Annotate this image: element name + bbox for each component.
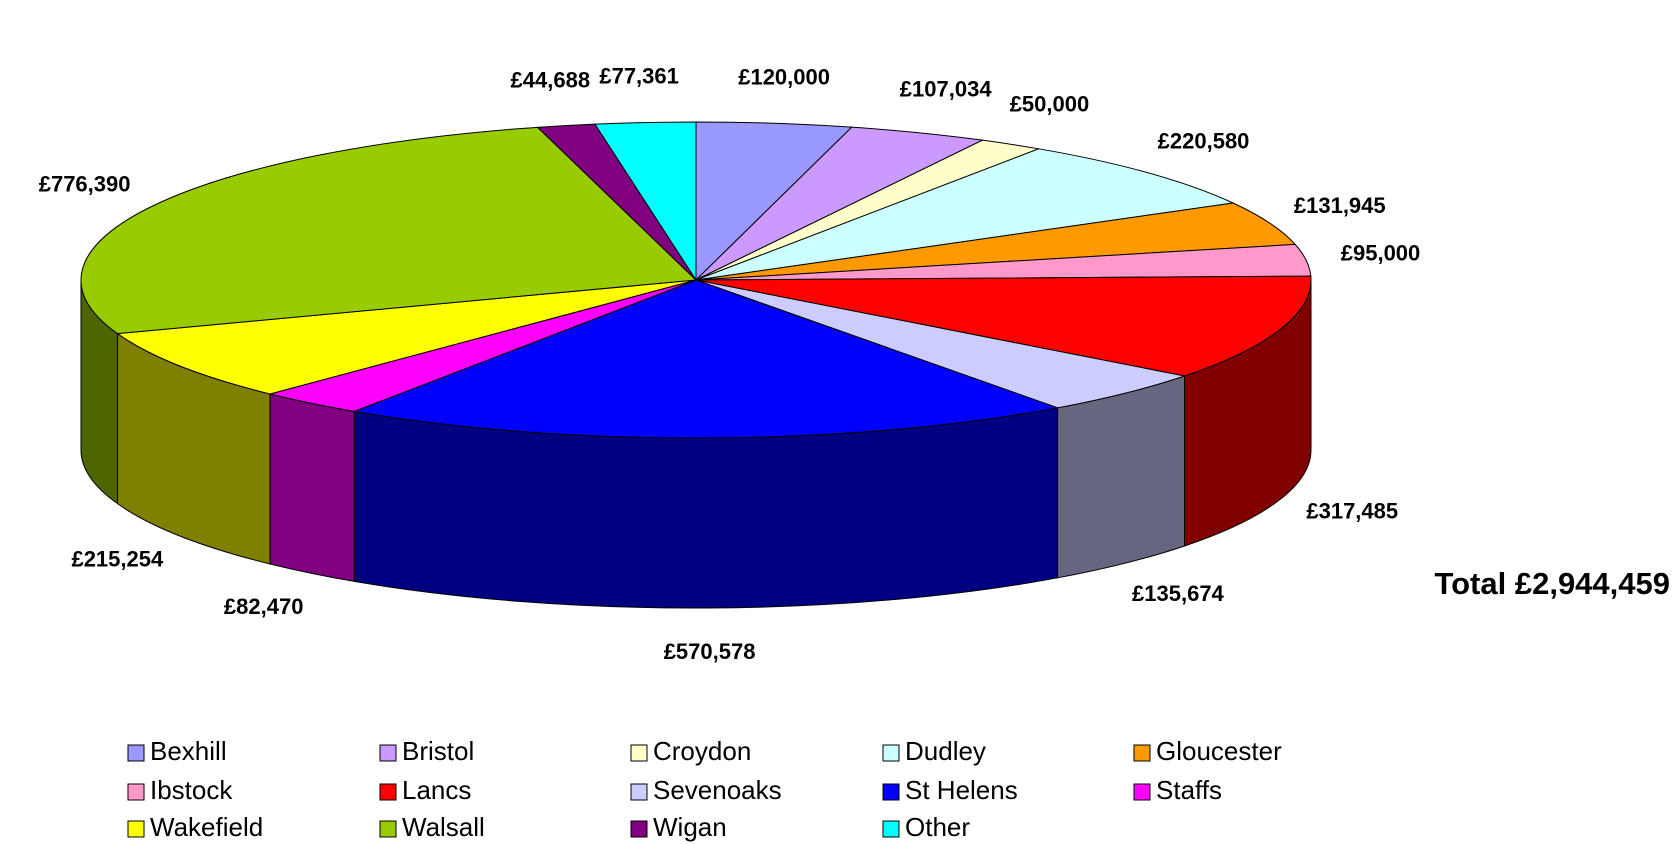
legend-label: Bexhill [150, 736, 227, 766]
legend-swatch [379, 783, 397, 801]
value-label: £131,945 [1294, 193, 1386, 218]
legend-swatch [882, 783, 900, 801]
legend-label: Wigan [653, 812, 727, 842]
slice [695, 275, 1312, 377]
value-label: £44,688 [511, 67, 591, 92]
legend-label: Sevenoaks [653, 775, 782, 805]
slice [352, 279, 1060, 439]
slice [80, 126, 698, 335]
value-label: £776,390 [39, 172, 131, 197]
top-faces [80, 121, 1312, 439]
slice-side [1057, 375, 1186, 579]
slice [116, 279, 697, 395]
legend-swatch [1133, 783, 1151, 801]
legend-label: St Helens [905, 775, 1018, 805]
value-label: £50,000 [1010, 91, 1090, 116]
slice [594, 121, 697, 282]
legend-swatch [630, 783, 648, 801]
legend-swatch [630, 744, 648, 762]
legend-swatch [882, 744, 900, 762]
legend-swatch [127, 783, 145, 801]
legend-label: Walsall [402, 812, 485, 842]
slice [695, 202, 1297, 281]
side-walls [80, 279, 1312, 609]
legend-label: Bristol [402, 736, 474, 766]
legend-label: Staffs [1156, 775, 1222, 805]
legend-swatch [127, 820, 145, 838]
legend-label: Ibstock [150, 775, 233, 805]
value-label: £120,000 [738, 64, 830, 89]
value-label: £77,361 [599, 64, 679, 89]
value-label: £215,254 [71, 546, 164, 571]
legend-label: Dudley [905, 736, 986, 766]
value-label: £135,674 [1132, 581, 1225, 606]
legend-label: Croydon [653, 736, 751, 766]
value-label: £220,580 [1158, 128, 1250, 153]
total-annotation: Total £2,944,459 [1434, 566, 1670, 601]
value-labels: £120,000 £107,034 £50,000 £220,580 £131,945 £… [39, 64, 1421, 664]
legend-swatch [882, 820, 900, 838]
legend-swatch [379, 820, 397, 838]
legend-swatch [379, 744, 397, 762]
legend-swatch [1133, 744, 1151, 762]
legend-label: Lancs [402, 775, 471, 805]
slice [695, 148, 1235, 281]
value-label: £570,578 [664, 639, 756, 664]
value-label: £317,485 [1306, 499, 1398, 524]
value-label: £107,034 [900, 77, 993, 102]
slice [695, 279, 1187, 409]
legend-label: Wakefield [150, 812, 263, 842]
legend-swatch [630, 820, 648, 838]
legend-swatch [127, 744, 145, 762]
value-label: £82,470 [224, 594, 304, 619]
legend-label: Other [905, 812, 970, 842]
value-label: £95,000 [1341, 240, 1421, 265]
legend-label: Gloucester [1156, 736, 1282, 766]
slice-side [269, 393, 355, 582]
